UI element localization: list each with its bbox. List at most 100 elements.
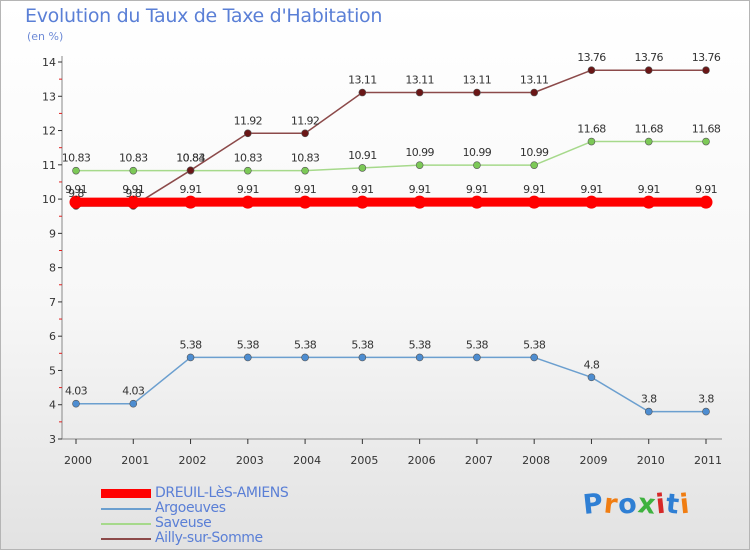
y-tick-label: 9	[49, 227, 56, 240]
y-tick-label: 14	[42, 56, 56, 69]
data-point	[587, 137, 596, 146]
data-label: 13.76	[634, 51, 663, 64]
data-label: 5.38	[466, 338, 489, 351]
y-tick-label: 6	[49, 330, 56, 343]
data-point	[129, 399, 138, 408]
chart-subtitle: (en %)	[27, 30, 64, 43]
legend-swatch-ailly	[101, 538, 151, 540]
data-point	[186, 166, 195, 175]
data-label: 9.91	[351, 183, 373, 196]
data-point	[358, 164, 367, 172]
data-label: 11.68	[692, 123, 721, 136]
data-point	[301, 353, 309, 362]
data-label: 10.83	[234, 152, 263, 165]
data-label: 3.8	[698, 393, 714, 406]
data-point	[587, 66, 596, 75]
data-label: 3.8	[641, 393, 657, 406]
data-point	[72, 166, 80, 175]
x-tick-label: 2000	[64, 454, 92, 467]
data-label: 9.91	[179, 183, 201, 196]
legend-label-saveuse: Saveuse	[155, 515, 212, 531]
data-point	[413, 195, 427, 209]
data-label: 10.83	[62, 152, 91, 165]
data-label: 9.8	[125, 187, 141, 200]
data-label: 4.03	[122, 385, 145, 398]
data-point	[126, 195, 140, 209]
data-label: 5.38	[351, 338, 374, 351]
legend-swatch-argoeuves	[101, 508, 151, 510]
proxiti-logo: Proxiti	[581, 488, 693, 521]
data-label: 5.38	[523, 338, 546, 351]
data-point	[241, 195, 255, 209]
data-label: 13.11	[348, 74, 377, 87]
data-label: 10.99	[463, 146, 492, 159]
x-tick-label: 2004	[293, 454, 321, 467]
data-label: 11.92	[291, 114, 320, 127]
data-point	[358, 353, 367, 362]
x-tick-label: 2009	[579, 454, 607, 467]
data-point	[702, 66, 710, 75]
data-point	[186, 353, 195, 362]
y-tick-label: 3	[49, 433, 56, 446]
x-tick-label: 2011	[694, 454, 722, 467]
data-point	[415, 88, 424, 97]
data-label: 10.84	[176, 151, 205, 164]
data-point	[473, 353, 481, 362]
data-point	[244, 129, 252, 138]
y-tick-label: 8	[49, 262, 56, 275]
data-point	[69, 195, 83, 209]
legend-label-dreuil: DREUIL-LèS-AMIENS	[155, 485, 289, 501]
data-point	[301, 129, 309, 138]
y-tick-label: 5	[49, 364, 56, 377]
series-line	[75, 69, 707, 207]
data-point	[642, 195, 656, 209]
data-label: 9.91	[294, 183, 316, 196]
logo-letter: i	[678, 488, 693, 521]
data-label: 4.03	[65, 385, 88, 398]
data-label: 4.8	[584, 358, 600, 371]
data-label: 5.38	[294, 338, 317, 351]
legend-label-ailly: Ailly-sur-Somme	[155, 530, 263, 546]
data-point	[473, 161, 481, 169]
y-tick-label: 12	[42, 125, 56, 138]
y-tick-label: 13	[42, 90, 56, 103]
data-label: 9.91	[580, 183, 602, 196]
data-point	[358, 88, 367, 97]
data-point	[644, 137, 653, 146]
data-label: 5.38	[179, 338, 202, 351]
data-label: 10.83	[119, 152, 148, 165]
y-tick-label: 7	[49, 296, 56, 309]
data-label: 10.99	[405, 146, 434, 159]
data-label: 13.11	[405, 74, 434, 87]
data-point	[355, 195, 369, 209]
data-point	[244, 166, 252, 175]
data-point	[644, 407, 653, 416]
data-point	[702, 137, 710, 146]
data-point	[702, 407, 710, 416]
data-point	[527, 195, 541, 209]
legend-swatch-dreuil	[101, 489, 151, 498]
data-label: 10.83	[176, 152, 205, 165]
data-point	[530, 353, 538, 362]
data-point	[470, 195, 484, 209]
x-tick-label: 2002	[179, 454, 207, 467]
y-tick-label: 11	[42, 159, 56, 172]
x-tick-label: 2010	[637, 454, 665, 467]
data-label: 5.38	[237, 338, 260, 351]
data-point	[699, 195, 713, 209]
data-label: 9.91	[237, 183, 259, 196]
data-label: 13.11	[520, 74, 549, 87]
data-point	[584, 195, 598, 209]
x-tick-label: 2006	[408, 454, 436, 467]
x-tick-label: 2005	[350, 454, 378, 467]
data-label: 13.11	[463, 74, 492, 87]
data-point	[72, 399, 80, 408]
data-point	[530, 88, 538, 97]
data-label: 10.91	[348, 149, 377, 162]
y-tick-label: 10	[42, 193, 56, 206]
legend-swatch-saveuse	[101, 523, 151, 525]
data-point	[301, 166, 309, 175]
data-point	[473, 88, 481, 97]
data-point	[644, 66, 653, 75]
legend-label-argoeuves: Argoeuves	[155, 500, 226, 516]
